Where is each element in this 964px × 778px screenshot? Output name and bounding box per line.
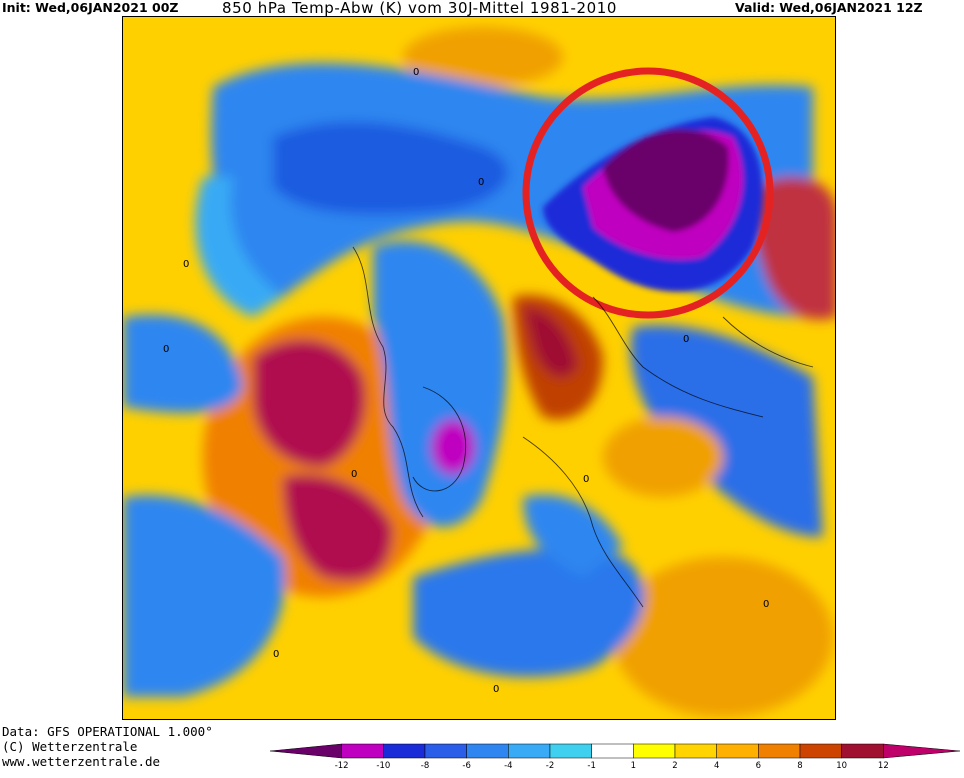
coastlines [352, 246, 814, 608]
contour-label: 0 [273, 649, 279, 660]
valid-time: Valid: Wed,06JAN2021 12Z [735, 0, 923, 15]
legend-swatch [591, 743, 634, 759]
legend-tick-label: -6 [462, 761, 471, 771]
legend-tick-label: 1 [630, 761, 637, 771]
legend-swatch [508, 743, 551, 759]
legend-tick-label: 4 [713, 761, 720, 771]
legend-swatch [758, 743, 801, 759]
legend-swatch [674, 743, 717, 759]
legend-tick-label: 6 [755, 761, 762, 771]
highlight-circle [522, 67, 774, 319]
legend-swatch [841, 743, 884, 759]
contour-label: 0 [478, 177, 484, 188]
legend-tick-label: 10 [836, 761, 848, 771]
map-title: 850 hPa Temp-Abw (K) vom 30J-Mittel 1981… [222, 0, 618, 17]
legend-swatch [466, 743, 509, 759]
legend-swatch [716, 743, 759, 759]
contour-label: 0 [163, 344, 169, 355]
data-source-text: Data: GFS OPERATIONAL 1.000° [2, 724, 213, 739]
legend-swatch [270, 743, 342, 759]
legend-tick-label: -4 [504, 761, 513, 771]
legend-tick-label: -8 [420, 761, 430, 771]
contour-label: 0 [493, 684, 499, 695]
contour-label: 0 [763, 599, 769, 610]
init-time: Init: Wed,06JAN2021 00Z [2, 0, 179, 15]
legend-tick-label: -10 [376, 761, 391, 771]
contour-label: 0 [413, 67, 419, 78]
contour-labels: 0 0 0 0 0 0 0 0 0 0 [163, 67, 769, 695]
legend-swatch [633, 743, 676, 759]
legend-swatch [383, 743, 426, 759]
legend-swatch [341, 743, 384, 759]
legend-tick-label: 2 [672, 761, 678, 771]
contour-label: 0 [183, 259, 189, 270]
contour-label: 0 [683, 334, 689, 345]
anomaly-map: 0 0 0 0 0 0 0 0 0 0 [122, 16, 836, 720]
legend-tick-label: 8 [797, 761, 803, 771]
legend-swatch [549, 743, 592, 759]
legend-tick-label: -1 [587, 761, 596, 771]
website-link[interactable]: www.wetterzentrale.de [2, 754, 161, 769]
legend-tick-label: -2 [545, 761, 555, 771]
contour-label: 0 [351, 469, 357, 480]
copyright-text: (C) Wetterzentrale [2, 739, 138, 754]
contour-label: 0 [583, 474, 589, 485]
legend-tick-label: -12 [334, 761, 349, 771]
legend-tick-label: 12 [877, 761, 889, 771]
anomaly-fields [123, 27, 835, 717]
legend-swatch [799, 743, 842, 759]
legend-swatch [424, 743, 467, 759]
legend-swatch [883, 743, 960, 759]
legend-colorbar [270, 743, 960, 759]
cold-core [543, 117, 763, 292]
